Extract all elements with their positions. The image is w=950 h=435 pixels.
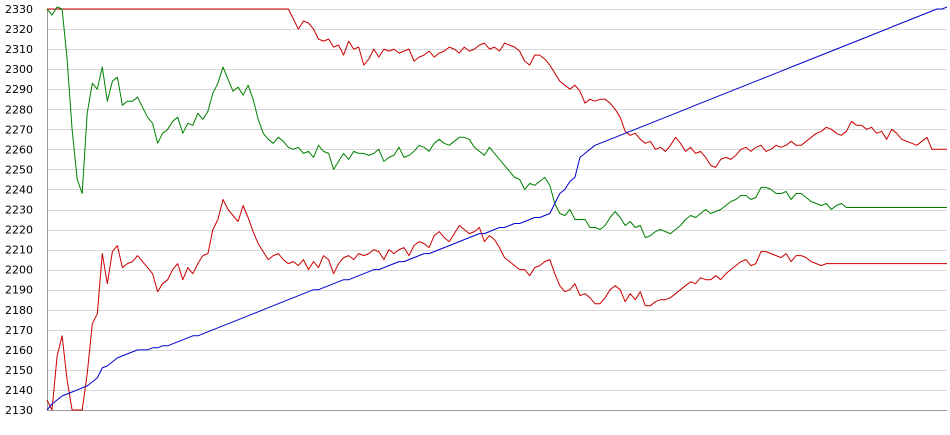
y-tick-label-2300: 2300 bbox=[5, 63, 33, 76]
y-tick-label-2190: 2190 bbox=[5, 284, 33, 297]
y-tick-label-2160: 2160 bbox=[5, 344, 33, 357]
y-tick-label-2180: 2180 bbox=[5, 304, 33, 317]
grid bbox=[47, 9, 947, 411]
series-line-2 bbox=[46, 6, 947, 239]
series-lines bbox=[46, 6, 948, 411]
series-line-3 bbox=[46, 199, 947, 411]
y-tick-label-2330: 2330 bbox=[5, 3, 33, 16]
y-tick-label-2320: 2320 bbox=[5, 23, 33, 36]
y-tick-label-2140: 2140 bbox=[5, 384, 33, 397]
y-tick-label-2150: 2150 bbox=[5, 364, 33, 377]
y-tick-label-2240: 2240 bbox=[5, 183, 33, 196]
y-tick-label-2280: 2280 bbox=[5, 103, 33, 116]
y-tick-label-2270: 2270 bbox=[5, 123, 33, 136]
y-tick-label-2170: 2170 bbox=[5, 324, 33, 337]
y-tick-label-2200: 2200 bbox=[5, 264, 33, 277]
y-axis-tick-labels: 2130 2140 2150 2160 2170 2180 2190 2200 2210 2220… bbox=[5, 3, 33, 417]
y-tick-label-2250: 2250 bbox=[5, 163, 33, 176]
y-tick-label-2310: 2310 bbox=[5, 43, 33, 56]
y-tick-label-2290: 2290 bbox=[5, 83, 33, 96]
series-line-4 bbox=[46, 6, 948, 411]
y-tick-label-2220: 2220 bbox=[5, 224, 33, 237]
y-tick-label-2230: 2230 bbox=[5, 204, 33, 217]
y-tick-label-2210: 2210 bbox=[5, 244, 33, 257]
y-tick-label-2260: 2260 bbox=[5, 143, 33, 156]
y-tick-label-2130: 2130 bbox=[5, 404, 33, 417]
series-line-1 bbox=[47, 8, 947, 168]
axes bbox=[47, 9, 947, 411]
